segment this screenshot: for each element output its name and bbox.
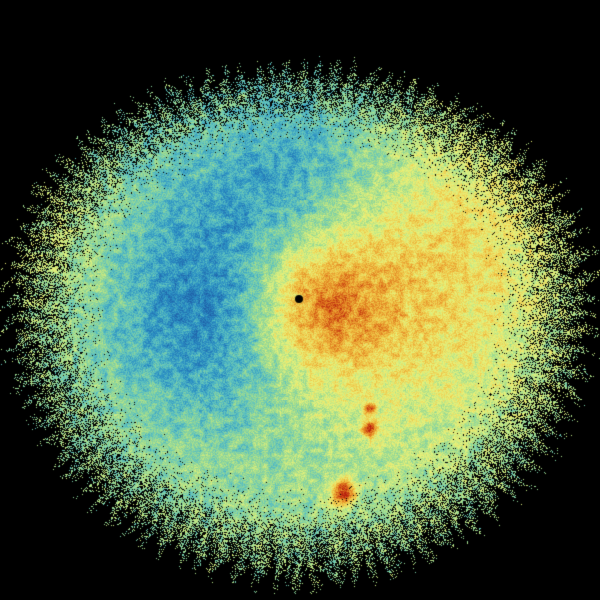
radar-image <box>0 0 600 600</box>
